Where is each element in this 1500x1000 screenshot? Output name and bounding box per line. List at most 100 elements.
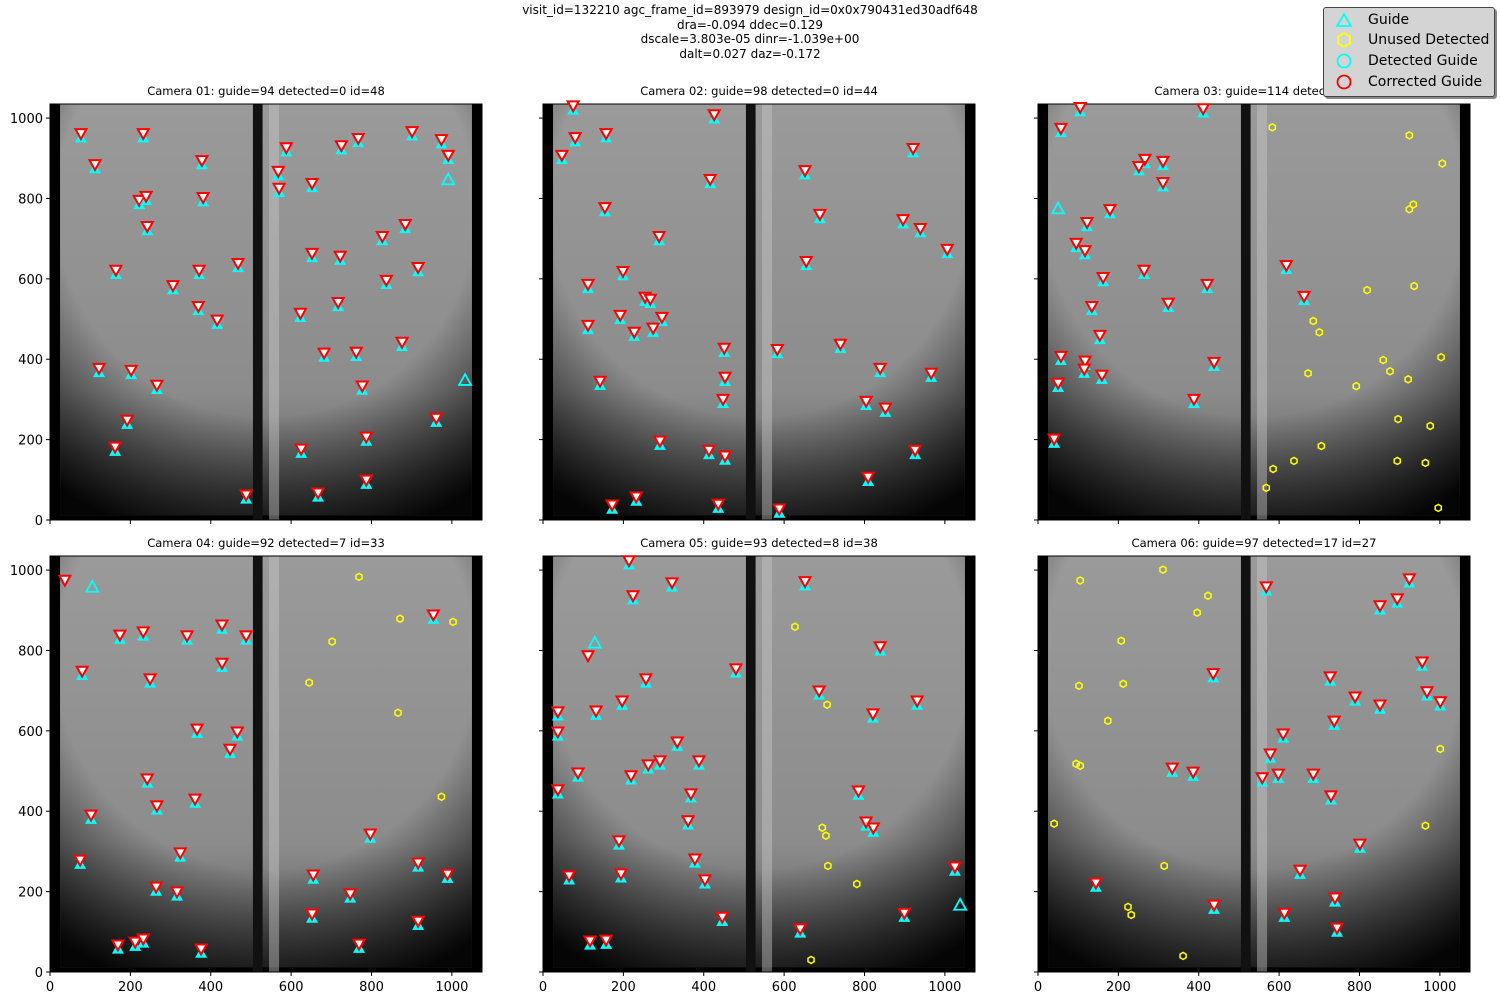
unused-detected-marker [1317,441,1326,451]
panel-title: Camera 04: guide=92 detected=7 id=33 [147,536,385,550]
y-tick-label: 200 [18,434,43,449]
corrected-guide-marker [404,126,420,140]
corrected-guide-marker [613,868,629,882]
corrected-guide-marker [598,934,614,948]
panel-title: Camera 03: guide=114 detected= [1154,84,1354,98]
corrected-guide-marker [654,311,670,325]
corrected-guide-marker [349,346,364,360]
triangle-icon [1335,12,1353,27]
chip-edge-glow [269,104,280,520]
x-tick-label: 400 [1186,980,1211,995]
corrected-guide-marker [833,338,848,352]
legend-label: Detected Guide [1368,53,1478,69]
corrected-guide-marker [860,471,876,485]
unused-detected-marker [394,708,402,718]
y-tick-label: 1000 [10,564,43,579]
corrected-guide-marker [565,100,581,114]
unused-detected-marker [1352,381,1361,391]
corrected-guide-marker [711,498,726,512]
chip-edge-glow [1257,104,1268,520]
legend-label: Corrected Guide [1368,74,1483,90]
unused-detected-marker [853,879,861,889]
unused-detected-marker [1410,281,1418,291]
corrected-guide-marker [811,685,827,699]
corrected-guide-marker [441,149,456,163]
legend-item-guide: Guide [1334,10,1409,30]
corrected-guide-marker [142,673,158,687]
corrected-guide-marker [940,243,955,257]
corrected-guide-marker [306,869,321,883]
corrected-guide-marker [588,705,604,719]
corrected-guide-marker [293,443,309,457]
corrected-guide-marker [428,412,444,426]
x-tick-label: 800 [1347,980,1372,995]
unused-detected-marker [807,955,815,965]
unused-detected-marker [1394,414,1402,424]
corrected-guide-marker [189,723,205,737]
unused-detected-marker [822,831,830,841]
unused-detected-marker [1268,122,1277,132]
guide-marker [587,634,603,649]
unused-detected-marker [1436,744,1445,754]
chip-gap [252,556,263,972]
x-tick-label: 400 [198,980,223,995]
corrected-guide-marker [238,489,254,503]
corrected-guide-marker [148,881,164,895]
corrected-guide-marker [554,149,570,163]
corrected-guide-marker [947,861,963,875]
vignette [1048,556,1460,968]
corrected-guide-marker [1271,768,1286,782]
x-tick-label: 400 [691,980,716,995]
corrected-guide-marker [138,190,154,204]
corrected-guide-marker [1296,290,1312,304]
corrected-guide-marker [1186,393,1202,407]
unused-detected-marker [818,823,827,833]
corrected-guide-marker [304,247,320,261]
y-tick-label: 0 [35,514,43,529]
corrected-guide-marker [550,784,566,798]
corrected-guide-marker [187,793,203,807]
unused-detected-marker [1076,576,1084,585]
x-tick-label: 1000 [1423,980,1456,995]
corrected-guide-marker [191,264,207,278]
corrected-guide-marker [1259,581,1274,595]
axes-frame [542,555,976,973]
corrected-guide-marker [592,375,608,389]
corrected-guide-marker [797,165,813,179]
x-tick-label: 200 [118,980,143,995]
y-tick-label: 400 [18,805,43,820]
vignette [60,104,472,516]
unused-detected-marker [1379,355,1387,365]
corrected-guide-marker [83,809,99,823]
chip-gap [745,104,756,520]
corrected-guide-marker [1329,922,1345,936]
legend-item-corrected-guide: Corrected Guide [1334,72,1482,92]
corrected-guide-marker [582,935,598,949]
corrected-guide-marker [110,939,126,953]
unused-detected-marker [1050,819,1058,829]
corrected-guide-marker [1372,600,1388,614]
corrected-guide-marker [193,943,209,957]
corrected-guide-marker [279,142,294,156]
unused-detected-marker [449,617,457,627]
corrected-guide-marker [1372,699,1388,713]
corrected-guide-marker [1263,748,1278,762]
corrected-guide-marker [664,577,680,591]
unused-detected-marker [1309,316,1318,326]
corrected-guide-marker [866,822,881,836]
chip-gap [252,104,263,520]
corrected-guide-marker [1053,122,1069,136]
corrected-guide-marker [230,726,245,740]
corrected-guide-marker [332,250,348,264]
corrected-guide-marker [136,128,151,142]
axes-frame [1037,103,1471,521]
x-tick-label: 600 [772,980,797,995]
corrected-guide-marker [1077,355,1093,369]
corrected-guide-marker [140,220,155,234]
corrected-guide-marker [1306,768,1321,782]
corrected-guide-marker [1161,297,1176,311]
corrected-guide-marker [717,371,733,385]
corrected-guide-marker [1206,668,1221,682]
corrected-guide-marker [136,933,151,947]
x-tick-label: 800 [359,980,384,995]
